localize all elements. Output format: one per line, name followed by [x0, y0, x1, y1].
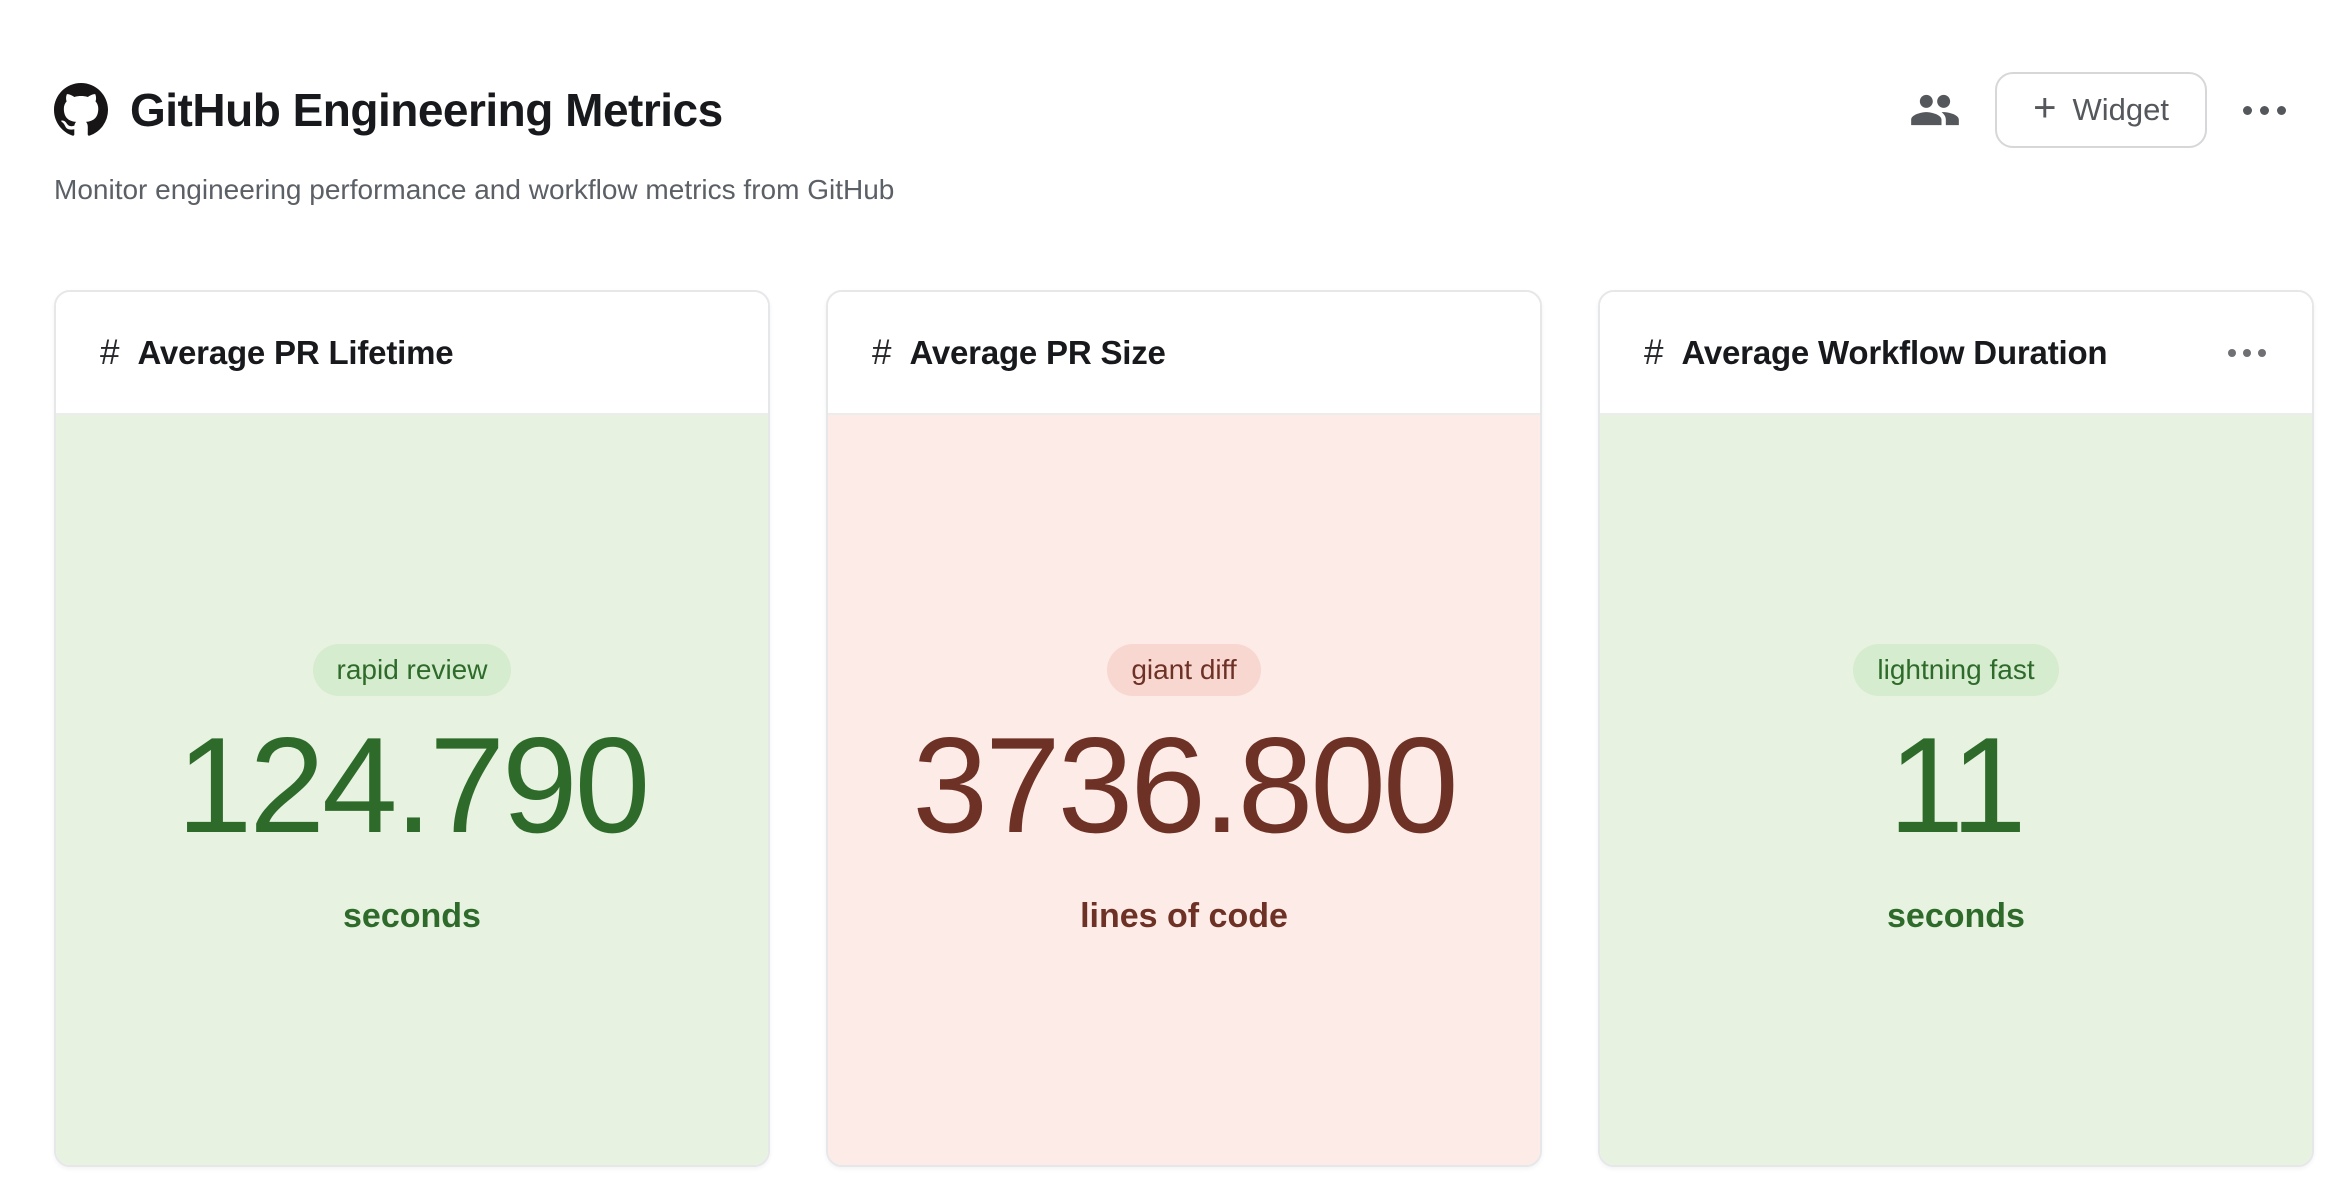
- header-actions: + Widget: [1909, 72, 2288, 148]
- status-badge: lightning fast: [1853, 644, 2059, 697]
- card-title: Average PR Size: [909, 333, 1166, 371]
- metric-unit: seconds: [343, 896, 481, 935]
- github-logo-icon: [54, 83, 108, 136]
- page-subtitle: Monitor engineering performance and work…: [54, 174, 895, 205]
- card-body: rapid review 124.790 seconds: [56, 415, 768, 1165]
- status-badge: rapid review: [312, 644, 512, 697]
- metric-card-avg-pr-lifetime: # Average PR Lifetime rapid review 124.7…: [54, 290, 770, 1167]
- card-title: Average Workflow Duration: [1681, 333, 2108, 371]
- hash-icon: #: [1644, 332, 1664, 372]
- card-header[interactable]: # Average PR Size: [828, 292, 1540, 415]
- metric-card-avg-pr-size: # Average PR Size giant diff 3736.800 li…: [826, 290, 1542, 1167]
- hash-icon: #: [872, 332, 892, 372]
- metric-unit: seconds: [1887, 896, 2025, 935]
- card-title: Average PR Lifetime: [137, 333, 454, 371]
- page-header-left: GitHub Engineering Metrics: [54, 83, 723, 137]
- people-icon[interactable]: [1909, 84, 1961, 136]
- overflow-menu-icon[interactable]: [2241, 100, 2288, 121]
- metric-unit: lines of code: [1080, 896, 1288, 935]
- metric-value: 11: [1888, 709, 2026, 862]
- card-menu-button[interactable]: [2226, 341, 2268, 365]
- card-body: giant diff 3736.800 lines of code: [828, 415, 1540, 1165]
- widget-grid: # Average PR Lifetime rapid review 124.7…: [54, 290, 2314, 1167]
- add-widget-button[interactable]: + Widget: [1995, 72, 2207, 148]
- card-header[interactable]: # Average Workflow Duration: [1600, 292, 2312, 415]
- status-badge: giant diff: [1107, 644, 1261, 697]
- page-header: GitHub Engineering Metrics + Widget: [54, 72, 2288, 148]
- metric-value: 124.790: [176, 709, 651, 862]
- hash-icon: #: [100, 332, 120, 372]
- card-header[interactable]: # Average PR Lifetime: [56, 292, 768, 415]
- metric-card-avg-workflow-duration: # Average Workflow Duration lightning fa…: [1598, 290, 2314, 1167]
- page-title: GitHub Engineering Metrics: [130, 84, 723, 136]
- card-body: lightning fast 11 seconds: [1600, 415, 2312, 1165]
- plus-icon: +: [2033, 86, 2057, 130]
- add-widget-label: Widget: [2072, 92, 2169, 127]
- metric-value: 3736.800: [912, 709, 1458, 862]
